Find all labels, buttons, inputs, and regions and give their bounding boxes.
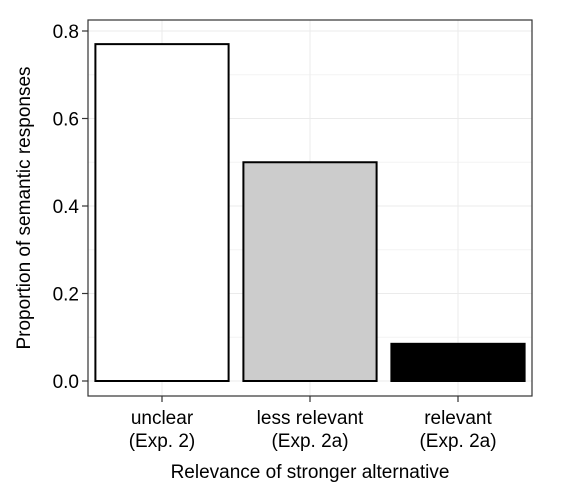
y-tick-label-1: 0.2: [53, 285, 79, 306]
bar-1: [242, 161, 378, 382]
y-tick-label-0: 0.0: [53, 372, 79, 393]
x-tick-label-0-1: (Exp. 2): [129, 431, 196, 452]
x-tick-label-2-0: relevant: [424, 408, 492, 429]
bar-0: [94, 43, 230, 382]
x-axis: unclear(Exp. 2)less relevant(Exp. 2a)rel…: [129, 396, 497, 452]
x-tick-label-1-0: less relevant: [257, 408, 364, 429]
y-axis-title: Proportion of semantic responses: [14, 66, 35, 349]
y-axis: 0.0 0.2 0.4 0.6 0.8: [53, 22, 88, 393]
x-tick-label-1-1: (Exp. 2a): [271, 431, 348, 452]
y-tick-label-3: 0.6: [53, 110, 79, 131]
x-axis-title: Relevance of stronger alternative: [171, 462, 450, 483]
bars: [94, 43, 526, 382]
x-tick-label-2-1: (Exp. 2a): [419, 431, 496, 452]
y-tick-label-2: 0.4: [53, 197, 80, 218]
y-tick-label-4: 0.8: [53, 22, 79, 43]
x-tick-label-0-0: unclear: [131, 408, 194, 429]
bar-2: [390, 342, 526, 382]
